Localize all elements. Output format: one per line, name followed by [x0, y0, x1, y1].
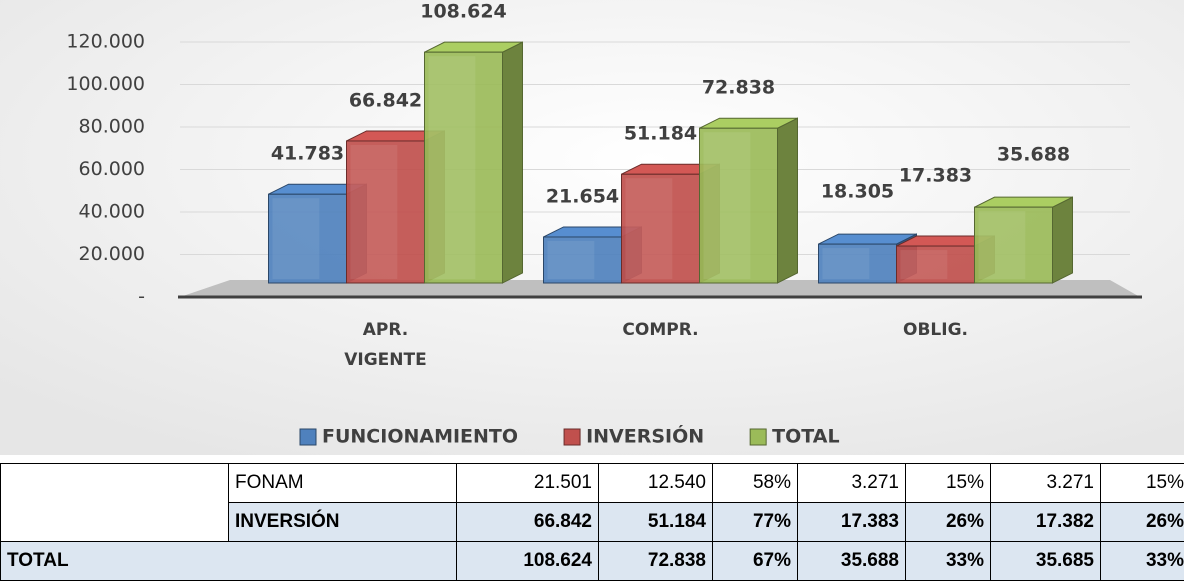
- table-cell: 26%: [905, 502, 991, 542]
- table-cell: 35.685: [990, 541, 1101, 581]
- table-cell: 26%: [1100, 502, 1184, 542]
- legend-swatch: [563, 428, 581, 446]
- y-tick-label: 20.000: [79, 243, 145, 265]
- data-label: 72.838: [702, 77, 775, 99]
- data-label: 21.654: [546, 185, 619, 207]
- x-tick-label: COMPR.: [622, 320, 699, 340]
- bar: [424, 41, 523, 284]
- bar-highlight: [272, 198, 320, 279]
- table-cell: 21.501: [456, 463, 599, 503]
- bar-front: [424, 51, 503, 284]
- table-cell: 3.271: [797, 463, 906, 503]
- y-tick-label: 120.000: [66, 31, 145, 53]
- floor: [180, 280, 1140, 297]
- table-row: FONAM 21.501 12.540 58% 3.271 15% 3.271 15%: [0, 463, 1184, 542]
- table-cell: 58%: [712, 463, 798, 503]
- bar-front: [818, 243, 897, 284]
- table-cell: 35.688: [797, 541, 906, 581]
- chart: - 20.000 40.000 60.000 80.000 100.000 120.000 4…: [0, 0, 1184, 455]
- y-tick-label: 40.000: [79, 201, 145, 223]
- table-cell: 33%: [905, 541, 991, 581]
- table-cell: 15%: [1100, 463, 1184, 503]
- bar-front: [699, 127, 778, 284]
- y-tick-label: -: [138, 286, 145, 308]
- table-cell: 3.271: [990, 463, 1101, 503]
- bar-front: [896, 245, 975, 284]
- data-label: 18.305: [821, 181, 894, 203]
- bar-highlight: [350, 144, 398, 279]
- bar-front: [621, 173, 700, 284]
- legend-swatch: [299, 428, 317, 446]
- bar-highlight: [900, 250, 948, 279]
- data-label: 108.624: [420, 1, 507, 23]
- table-cell: INVERSIÓN: [228, 502, 457, 542]
- table-cell: FONAM: [228, 463, 457, 503]
- table-cell: 17.382: [990, 502, 1101, 542]
- table-cell: 15%: [905, 463, 991, 503]
- table-cell: 66.842: [456, 502, 599, 542]
- bar-front: [543, 236, 622, 284]
- y-tick-label: 60.000: [79, 158, 145, 180]
- bar-highlight: [978, 211, 1026, 279]
- table-cell: 77%: [712, 502, 798, 542]
- bar-side: [502, 41, 523, 284]
- bar-side: [777, 117, 798, 284]
- table-cell: 33%: [1100, 541, 1184, 581]
- data-label: 51.184: [624, 123, 697, 145]
- data-table: FONAM 21.501 12.540 58% 3.271 15% 3.271 15% INVE…: [0, 463, 1184, 581]
- table-cell: TOTAL: [0, 541, 457, 581]
- bar-highlight: [547, 240, 595, 279]
- table-cell: 67%: [712, 541, 798, 581]
- x-tick-label: APR. VIGENTE: [344, 320, 427, 370]
- bar: [699, 117, 798, 284]
- x-tick-label: OBLIG.: [903, 320, 968, 340]
- bar-front: [346, 140, 425, 284]
- table-cell: 17.383: [797, 502, 906, 542]
- blank-cell: [0, 463, 229, 542]
- data-label: 17.383: [899, 165, 972, 187]
- table-row: TOTAL 108.624 72.838 67% 35.688 33% 35.685 33%: [0, 541, 1184, 581]
- table-cell: 51.184: [598, 502, 713, 542]
- bar-front: [268, 193, 347, 284]
- bar-front: [974, 206, 1053, 284]
- legend-label: TOTAL: [772, 426, 839, 448]
- bar-side: [1052, 196, 1073, 284]
- legend-label: FUNCIONAMIENTO: [322, 426, 518, 448]
- bar-highlight: [625, 178, 673, 279]
- data-label: 41.783: [271, 143, 344, 165]
- legend-label: INVERSIÓN: [586, 424, 704, 448]
- y-tick-label: 80.000: [79, 116, 145, 138]
- table-cell: 12.540: [598, 463, 713, 503]
- data-label: 35.688: [997, 144, 1070, 166]
- bar-highlight: [822, 248, 870, 279]
- bar-highlight: [703, 132, 751, 279]
- bar: [974, 196, 1073, 284]
- table-cell: 108.624: [456, 541, 599, 581]
- legend-swatch: [749, 428, 767, 446]
- data-label: 66.842: [349, 89, 422, 111]
- bar-highlight: [428, 56, 476, 280]
- table-cell: 72.838: [598, 541, 713, 581]
- y-tick-label: 100.000: [66, 73, 145, 95]
